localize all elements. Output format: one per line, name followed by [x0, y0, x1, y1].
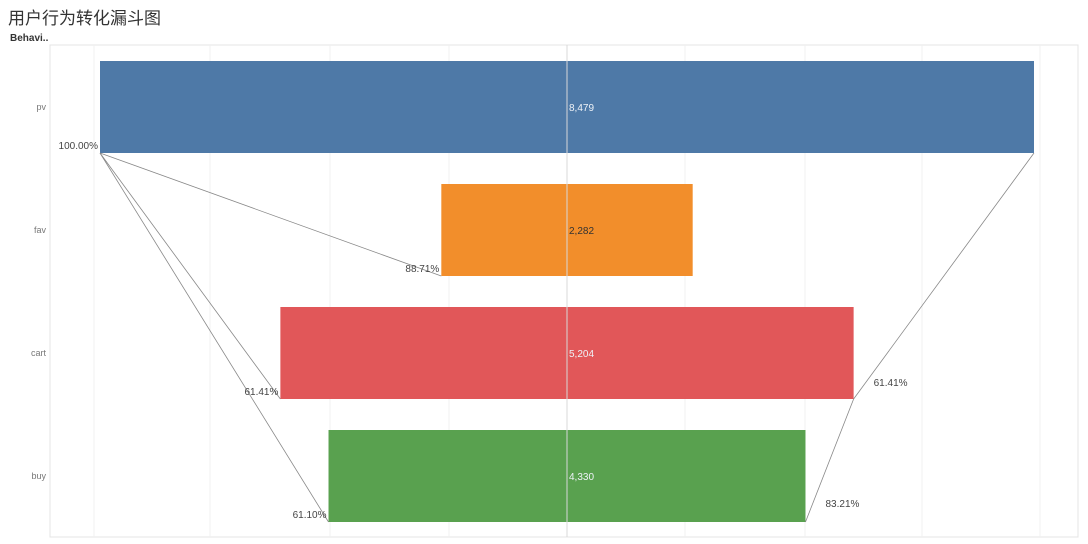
- category-label-fav: fav: [34, 225, 47, 235]
- connector-left-buy: [99, 152, 329, 523]
- bar-value-label-pv: 8,479: [569, 103, 594, 114]
- bar-value-label-fav: 2,282: [569, 226, 594, 237]
- connector-left-fav: [99, 152, 442, 277]
- left-percent-label-buy: 61.10%: [293, 510, 327, 521]
- right-percent-label-cart: 61.41%: [874, 378, 908, 389]
- category-label-cart: cart: [31, 348, 47, 358]
- plot-frame: [49, 44, 1079, 538]
- bar-value-label-cart: 5,204: [569, 349, 594, 360]
- left-percent-label-cart: 61.41%: [244, 387, 278, 398]
- bar-value-label-buy: 4,330: [569, 472, 594, 483]
- left-percent-label-pv: 100.00%: [59, 141, 99, 152]
- category-label-pv: pv: [36, 102, 46, 112]
- connector-right-buy: [805, 398, 854, 523]
- left-percent-label-fav: 88.71%: [405, 264, 439, 275]
- category-label-buy: buy: [31, 471, 46, 481]
- connector-left-cart: [99, 152, 281, 400]
- right-percent-label-buy: 83.21%: [825, 499, 859, 510]
- connector-right-cart: [853, 152, 1035, 400]
- field-label: Behavi..: [10, 33, 49, 44]
- chart-title: 用户行为转化漏斗图: [8, 9, 161, 29]
